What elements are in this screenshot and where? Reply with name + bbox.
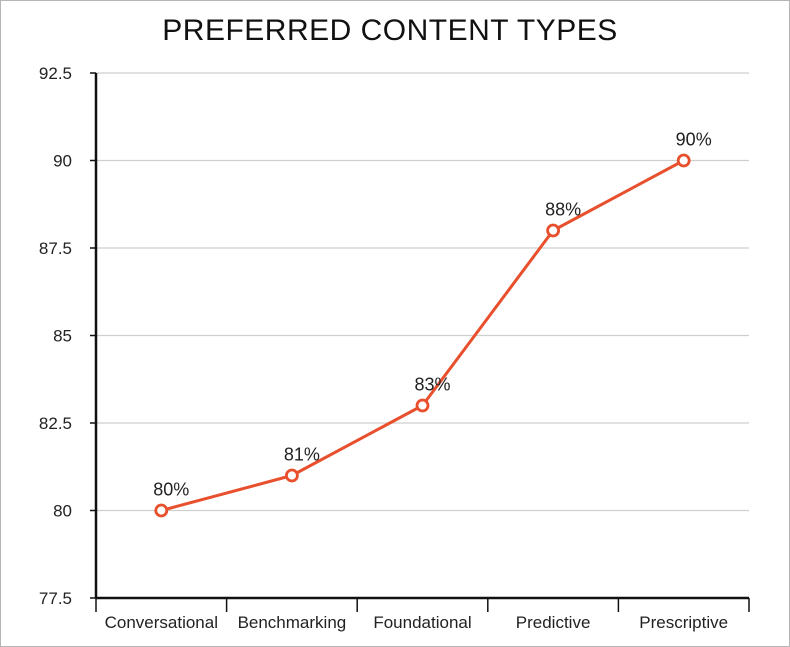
data-label: 80% xyxy=(153,480,189,500)
x-axis-ticks: Conversational Benchmarking Foundational Pr… xyxy=(95,598,750,632)
gridlines xyxy=(96,72,749,512)
data-label: 90% xyxy=(676,130,712,150)
data-labels: 80% 81% 83% 88% 90% xyxy=(153,130,711,500)
y-tick-label: 90 xyxy=(53,152,72,171)
x-tick-label: Prescriptive xyxy=(639,613,728,632)
data-points xyxy=(154,153,691,518)
data-point xyxy=(415,398,430,413)
chart-title: PREFERRED CONTENT TYPES xyxy=(162,14,618,47)
y-tick-label: 82.5 xyxy=(39,414,72,433)
y-tick-label: 77.5 xyxy=(39,589,72,608)
data-point xyxy=(284,468,299,483)
data-point xyxy=(676,153,691,168)
x-tick-label: Benchmarking xyxy=(238,613,347,632)
x-tick-label: Predictive xyxy=(516,613,591,632)
x-tick-label: Foundational xyxy=(373,613,471,632)
y-tick-label: 87.5 xyxy=(39,239,72,258)
y-tick-label: 80 xyxy=(53,502,72,521)
data-point xyxy=(154,503,169,518)
data-point xyxy=(546,223,560,238)
y-axis-ticks: 77.5 80 82.5 85 87.5 90 92.5 xyxy=(39,64,96,608)
y-tick-label: 85 xyxy=(53,327,72,346)
data-label: 83% xyxy=(414,375,450,395)
data-label: 81% xyxy=(284,445,320,465)
data-label: 88% xyxy=(545,200,581,220)
y-tick-label: 92.5 xyxy=(39,64,72,83)
x-tick-label: Conversational xyxy=(105,613,218,632)
